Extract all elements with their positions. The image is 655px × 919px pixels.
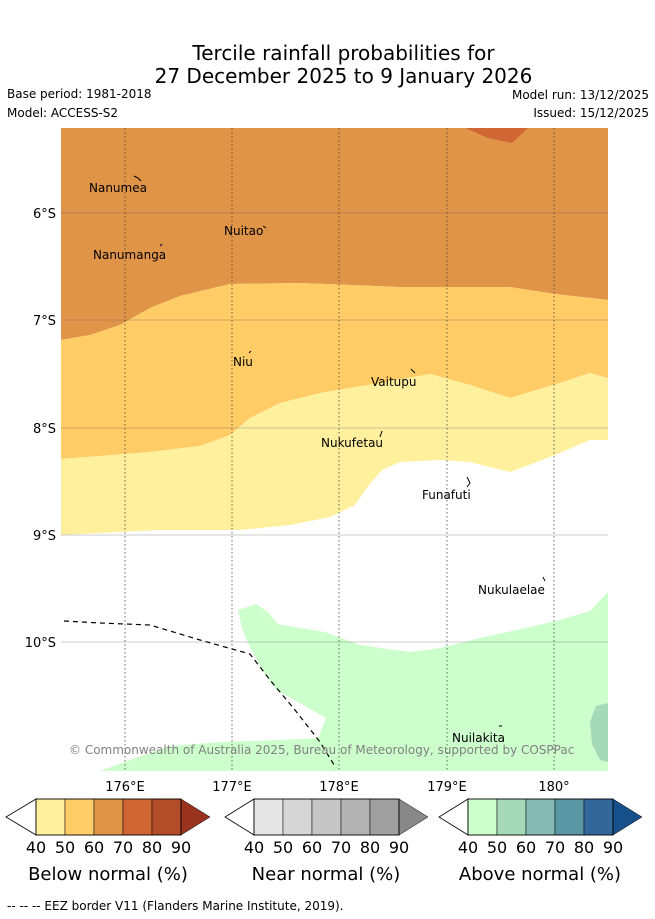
colorbar-near-label-70: 70 — [331, 838, 351, 857]
colorbar-below-swatch-3 — [93, 798, 124, 836]
colorbar-above-swatch-4 — [554, 798, 585, 836]
colorbar-below-label-80: 80 — [142, 838, 162, 857]
niu-island-mark — [248, 350, 252, 354]
colorbar-above-swatch-3 — [525, 798, 556, 836]
colorbar-near-label-60: 60 — [302, 838, 322, 857]
eez-border — [63, 620, 337, 769]
place-funafuti: Funafuti — [422, 488, 471, 502]
above-normal-50-region — [590, 703, 608, 762]
colorbar-below-label-40: 40 — [26, 838, 46, 857]
above-normal-40-region — [100, 592, 608, 771]
colorbar-below-title: Below normal (%) — [28, 864, 188, 885]
eez-legend-footer: -- -- -- EEZ border V11 (Flanders Marine… — [7, 899, 344, 913]
lat-label-8s: 8°S — [33, 422, 56, 437]
colorbar-group: 40 50 60 70 80 90 Below normal (%) 40 50… — [5, 798, 643, 885]
lat-label-9s: 9°S — [33, 529, 56, 544]
map-title-line2: 27 December 2025 to 9 January 2026 — [154, 64, 533, 88]
place-nuitao: Nuitao — [224, 224, 263, 238]
colorbar-near-normal: 40 50 60 70 80 90 Near normal (%) — [224, 798, 429, 885]
colorbar-near-label-80: 80 — [360, 838, 380, 857]
colorbar-below-label-50: 50 — [55, 838, 75, 857]
colorbar-below-swatch-5 — [151, 798, 182, 836]
map-title-line1: Tercile rainfall probabilities for — [192, 41, 495, 65]
colorbar-above-label-90: 90 — [603, 838, 623, 857]
colorbar-near-label-40: 40 — [244, 838, 264, 857]
nanumea-island-mark — [133, 175, 142, 182]
nuitao-island-mark — [262, 225, 267, 229]
colorbar-above-high-arrow — [612, 798, 643, 836]
funafuti-island-mark — [466, 476, 471, 488]
vaitupu-island-mark — [410, 368, 416, 374]
model-run-date: Model run: 13/12/2025 — [511, 88, 649, 102]
colorbar-below-high-arrow — [180, 798, 211, 836]
nukulaelae-island-mark — [542, 576, 546, 582]
colorbar-above-label-60: 60 — [516, 838, 536, 857]
colorbar-below-low-arrow — [5, 798, 37, 836]
colorbar-near-title: Near normal (%) — [252, 864, 401, 885]
nanumanga-island-mark — [159, 243, 163, 247]
colorbar-above-label-40: 40 — [458, 838, 478, 857]
place-nukufetau: Nukufetau — [321, 436, 383, 450]
colorbar-above-title: Above normal (%) — [459, 864, 621, 885]
lon-label-178e: 178°E — [319, 780, 359, 795]
lon-label-176e: 176°E — [105, 780, 145, 795]
colorbar-near-swatch-2 — [282, 798, 313, 836]
colorbar-above-label-80: 80 — [574, 838, 594, 857]
lon-label-180: 180° — [538, 780, 569, 795]
below-normal-70-region — [466, 128, 528, 143]
colorbar-below-swatch-1 — [35, 798, 66, 836]
lon-label-177e: 177°E — [212, 780, 252, 795]
colorbar-above-normal: 40 50 60 70 80 90 Above normal (%) — [438, 798, 643, 885]
colorbar-below-swatch-4 — [122, 798, 153, 836]
lat-label-6s: 6°S — [33, 207, 56, 222]
colorbar-above-swatch-2 — [496, 798, 527, 836]
colorbar-below-normal: 40 50 60 70 80 90 Below normal (%) — [5, 798, 211, 885]
below-normal-50-region — [61, 283, 608, 459]
colorbar-below-label-90: 90 — [171, 838, 191, 857]
colorbar-near-label-50: 50 — [273, 838, 293, 857]
place-niu: Niu — [233, 355, 253, 369]
colorbar-above-label-50: 50 — [487, 838, 507, 857]
colorbar-below-label-70: 70 — [113, 838, 133, 857]
nukufetau-island-mark — [379, 430, 383, 438]
colorbar-above-label-70: 70 — [545, 838, 565, 857]
below-normal-40-region — [61, 373, 608, 535]
place-vaitupu: Vaitupu — [371, 375, 417, 389]
colorbar-near-label-90: 90 — [389, 838, 409, 857]
colorbar-near-swatch-1 — [253, 798, 284, 836]
colorbar-below-swatch-2 — [64, 798, 95, 836]
lat-label-10s: 10°S — [25, 636, 56, 651]
place-nanumea: Nanumea — [89, 181, 147, 195]
colorbar-above-swatch-1 — [467, 798, 498, 836]
place-nukulaelae: Nukulaelae — [478, 583, 545, 597]
lat-label-7s: 7°S — [33, 314, 56, 329]
colorbar-near-low-arrow — [224, 798, 255, 836]
place-nuilakita: Nuilakita — [452, 731, 505, 745]
copyright-notice: © Commonwealth of Australia 2025, Bureau… — [69, 743, 574, 757]
colorbar-above-swatch-5 — [583, 798, 614, 836]
colorbar-near-high-arrow — [398, 798, 429, 836]
colorbar-above-low-arrow — [438, 798, 469, 836]
colorbar-below-label-60: 60 — [84, 838, 104, 857]
colorbar-near-swatch-5 — [369, 798, 400, 836]
place-nanumanga: Nanumanga — [93, 248, 166, 262]
issued-date: Issued: 15/12/2025 — [533, 106, 649, 120]
model-name: Model: ACCESS-S2 — [7, 106, 119, 120]
base-period: Base period: 1981-2018 — [7, 87, 152, 101]
lon-label-179e: 179°E — [427, 780, 467, 795]
map-area: Nanumea Nuitao Nanumanga Niu Vaitupu Nuk… — [61, 128, 608, 771]
colorbar-near-swatch-4 — [340, 798, 371, 836]
colorbar-near-swatch-3 — [311, 798, 342, 836]
